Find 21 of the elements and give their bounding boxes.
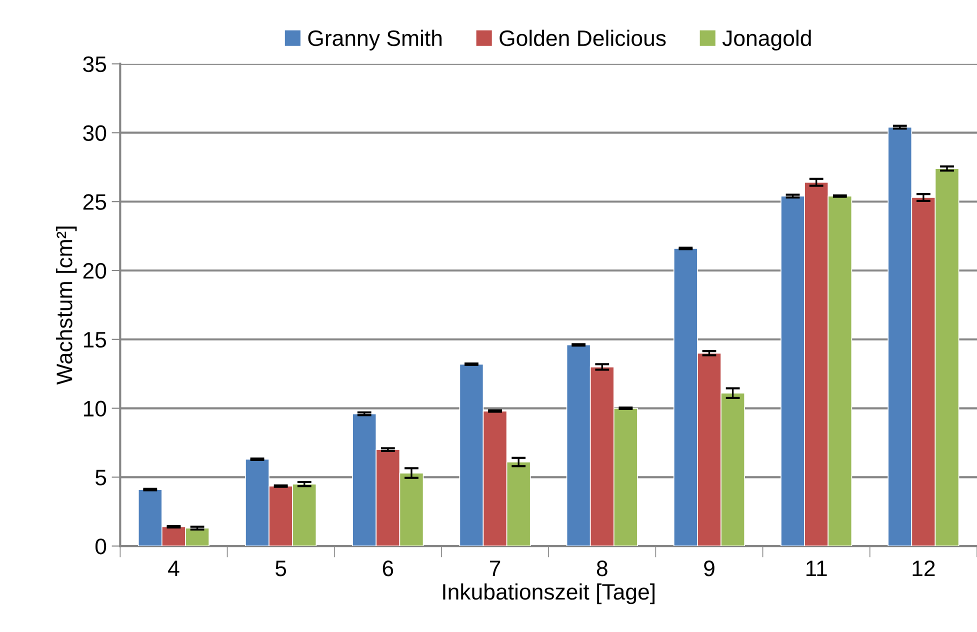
y-tick-label: 10 — [84, 400, 106, 417]
y-tick-label: 30 — [83, 125, 106, 141]
y-tick-label: 5 — [96, 470, 106, 486]
y-axis-title: Wachstum [cm²] — [56, 226, 77, 385]
x-tick-label: 9 — [704, 560, 714, 576]
x-axis-title: Inkubationszeit [Tage] — [443, 583, 654, 604]
y-tick-label: 35 — [83, 56, 106, 72]
x-tick-label: 8 — [596, 560, 608, 576]
legend-label: Granny Smith — [308, 30, 442, 50]
y-tick-label: 0 — [95, 538, 106, 554]
legend-label: Golden Delicious — [500, 30, 666, 46]
x-tick-label: 5 — [276, 560, 286, 576]
x-tick-label: 6 — [382, 560, 394, 576]
legend-label: Jonagold — [722, 30, 811, 50]
x-tick-label: 7 — [490, 560, 500, 576]
x-tick-label: 12 — [912, 560, 935, 576]
y-tick-label: 25 — [83, 194, 106, 210]
y-tick-label: 15 — [84, 332, 106, 348]
x-tick-label: 4 — [168, 560, 180, 576]
x-tick-label: 11 — [806, 560, 827, 576]
y-tick-label: 20 — [83, 263, 106, 279]
